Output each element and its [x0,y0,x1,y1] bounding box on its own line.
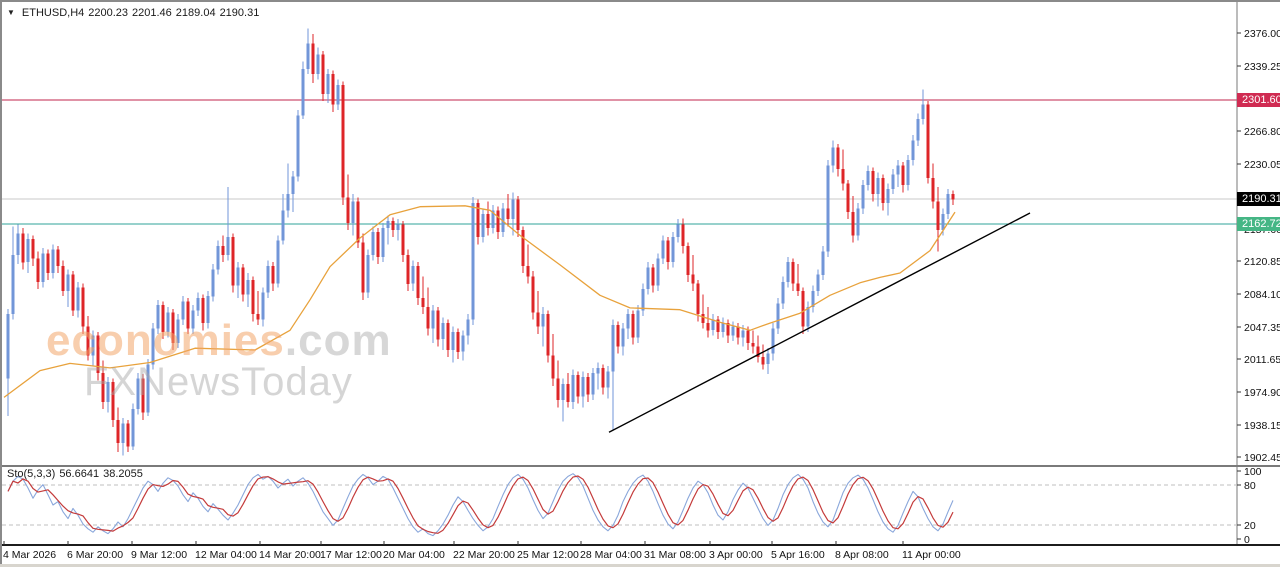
candlestick-series [6,28,955,456]
window-border-bottom [0,564,1280,567]
legend-high: 2201.46 [132,7,172,19]
date-label: 12 Mar 04:00 [195,549,257,561]
stoch-scale-label: 0 [1244,534,1250,546]
date-label: 28 Mar 04:00 [580,549,642,561]
price-tick-label: 2047.35 [1244,322,1280,334]
legend-low: 2189.04 [175,7,216,19]
price-tick-label: 1902.45 [1244,452,1280,464]
stochastic-k-value: 56.6641 [59,468,100,480]
collapse-triangle-icon[interactable]: ▼ [7,8,15,17]
date-label: 22 Mar 20:00 [453,549,515,561]
symbol-legend: ▼ ETHUSD,H4 2200.23 2201.46 2189.04 2190.31 [7,7,263,19]
price-tick-label: 2120.85 [1244,256,1280,268]
legend-open: 2200.23 [88,7,129,19]
window-border-left [0,0,2,567]
stoch-d-line [7,475,954,534]
stoch-scale-label: 20 [1244,520,1256,532]
date-label: 8 Apr 08:00 [835,549,889,561]
date-label: 9 Mar 12:00 [131,549,187,561]
price-tick-label: 1974.90 [1244,387,1280,399]
date-label: 20 Mar 04:00 [383,549,445,561]
date-label: 6 Mar 20:00 [67,549,123,561]
legend-close: 2190.31 [219,7,260,19]
legend-symbol: ETHUSD,H4 [21,7,85,19]
stoch-scale-label: 100 [1244,466,1262,478]
stochastic-indicator-label: Sto(5,3,3) 56.6641 38.2055 [7,468,147,480]
resistance-price-tag: 2301.60 [1237,93,1280,107]
window-border-top [0,0,1280,2]
price-tick-label: 2376.00 [1244,28,1280,40]
support-price-tag: 2162.72 [1237,217,1280,231]
date-label: 11 Apr 00:00 [902,549,961,561]
price-tick-label: 2230.05 [1244,159,1280,171]
price-tick-label: 2266.80 [1244,126,1280,138]
date-label: 14 Mar 20:00 [259,549,321,561]
moving-average-line [3,205,956,398]
date-label: 3 Apr 00:00 [709,549,763,561]
date-label: 5 Apr 16:00 [771,549,825,561]
date-label: 25 Mar 12:00 [517,549,579,561]
date-label: 4 Mar 2026 [3,549,56,561]
date-label: 17 Mar 12:00 [320,549,382,561]
price-tick-label: 1938.15 [1244,420,1280,432]
price-tick-label: 2339.25 [1244,61,1280,73]
stoch-k-line [7,473,954,537]
trendline[interactable] [608,212,1031,433]
stochastic-name: Sto(5,3,3) [7,468,56,480]
price-tick-label: 2011.65 [1244,354,1280,366]
stoch-scale-label: 80 [1244,480,1256,492]
last-price-tag: 2190.31 [1237,192,1280,206]
price-tick-label: 2084.10 [1244,289,1280,301]
date-label: 31 Mar 08:00 [644,549,706,561]
stochastic-d-value: 38.2055 [103,468,143,480]
